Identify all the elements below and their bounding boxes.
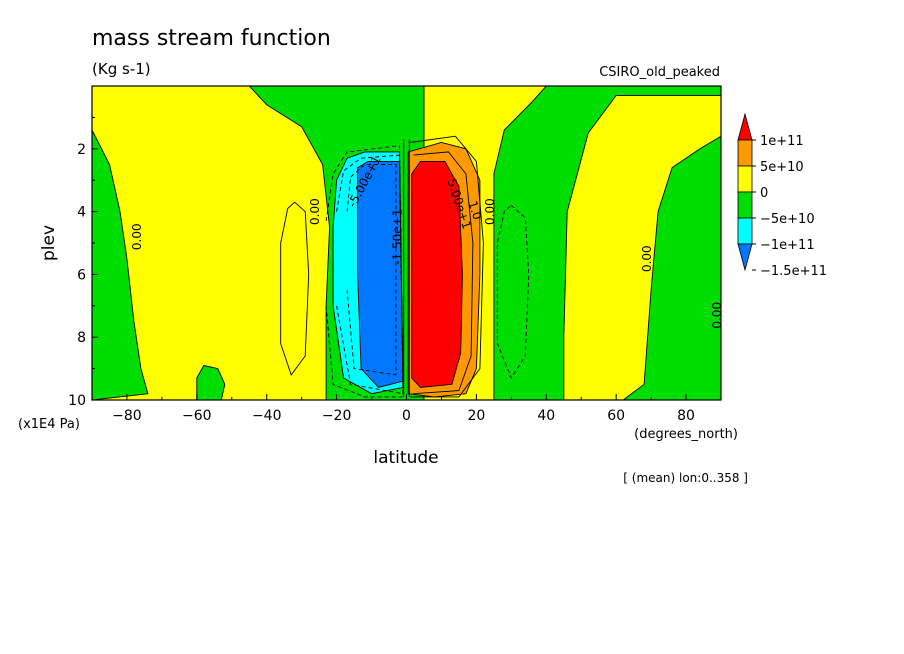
- x-axis: −80 −60 −40 −20 0 20 40 60 80: [91, 394, 722, 424]
- contour-label-4: 0.00: [81, 195, 95, 222]
- contour-label-9: 0.00: [710, 302, 724, 329]
- contour-line-5: [409, 135, 484, 398]
- colorbar-cell: [737, 139, 753, 167]
- contour-region-yellow-0: [92, 86, 331, 400]
- y-tick-label: 4: [77, 205, 86, 221]
- dataset-label: CSIRO_old_peaked: [599, 65, 720, 80]
- x-axis-title: latitude: [373, 448, 438, 468]
- filled-contours: [92, 86, 721, 400]
- contour-region-green-1: [92, 129, 149, 400]
- x-tick-label: 0: [402, 408, 411, 424]
- y-tick-label: 8: [77, 330, 86, 346]
- contour-region-blue-6: [357, 160, 404, 388]
- contour-region-red-8: [411, 160, 463, 388]
- colorbar-label: 5e+10: [760, 160, 804, 175]
- contour-label-8: 0.00: [640, 245, 654, 272]
- y-axis-units: (x1E4 Pa): [18, 417, 80, 432]
- x-tick-label: −40: [252, 408, 282, 424]
- x-tick-label: 40: [537, 408, 555, 424]
- chart-title: mass stream function: [92, 26, 331, 51]
- contour-line-4: [346, 164, 397, 376]
- colorbar-cell: [737, 165, 753, 193]
- contour-label-7: 0.00: [483, 198, 497, 225]
- x-tick-label: 80: [677, 408, 695, 424]
- x-axis-units: (degrees_north): [634, 427, 738, 442]
- x-tick-label: −60: [182, 408, 212, 424]
- colorbar: 1e+11 5e+10 0 −5e+10 −1e+11 −1.5e+11: [737, 112, 827, 279]
- contour-region-yellow-4: [563, 94, 721, 400]
- y-tick-label: 10: [68, 393, 86, 409]
- y-tick-label: 2: [77, 142, 86, 158]
- contour-line-6: [413, 151, 474, 395]
- contour-label-1: -1.50e+1: [390, 209, 404, 265]
- x-tick-label: −80: [112, 408, 142, 424]
- contour-label-6: 0.00: [308, 198, 322, 225]
- contour-region-green-2: [196, 364, 226, 400]
- contour-line-3: [336, 154, 404, 395]
- mean-note: [ (mean) lon:0..358 ]: [623, 471, 748, 485]
- colorbar-label: 1e+11: [760, 134, 804, 149]
- y-axis: 2 4 6 8 10: [68, 116, 98, 409]
- contour-label-3: 1.0: [465, 199, 484, 221]
- colorbar-cell: [737, 191, 753, 219]
- y-tick-label: 6: [77, 267, 86, 283]
- contour-label-5: 0.00: [130, 223, 144, 250]
- colorbar-label: −1e+11: [760, 238, 815, 253]
- x-tick-label: 20: [467, 408, 485, 424]
- x-tick-label: 60: [607, 408, 625, 424]
- contour-line-0: [280, 201, 310, 376]
- colorbar-label: −1.5e+11: [760, 264, 827, 279]
- y-axis-title: plev: [39, 225, 59, 261]
- colorbar-cell-bottom: [737, 243, 753, 272]
- colorbar-label: −5e+10: [760, 212, 815, 227]
- colorbar-cell: [737, 217, 753, 245]
- contour-lines: [280, 135, 530, 398]
- x-tick-label: −20: [322, 408, 352, 424]
- units-label: (Kg s-1): [92, 60, 151, 78]
- colorbar-cell-top: [737, 112, 753, 141]
- colorbar-label: 0: [760, 186, 768, 201]
- contour-line-1: [496, 204, 530, 379]
